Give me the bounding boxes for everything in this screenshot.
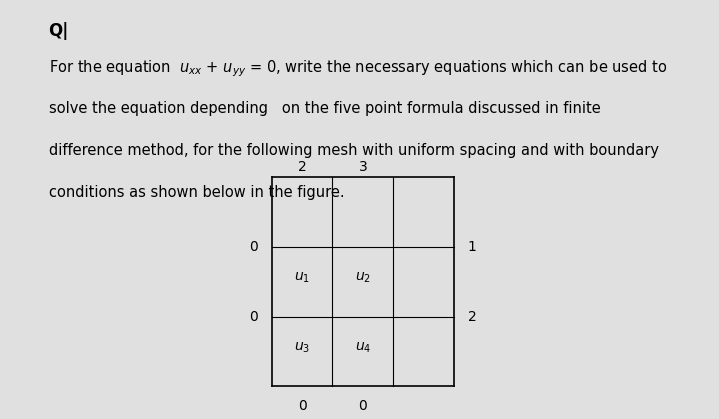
- Text: For the equation  $u_{xx}$ + $u_{yy}$ = 0, write the necessary equations which c: For the equation $u_{xx}$ + $u_{yy}$ = 0…: [49, 59, 667, 79]
- Text: 3: 3: [359, 160, 367, 174]
- Text: 0: 0: [249, 240, 258, 254]
- Text: Q|: Q|: [49, 23, 69, 41]
- Text: 0: 0: [359, 398, 367, 413]
- Text: $u_2$: $u_2$: [355, 271, 371, 285]
- Text: 1: 1: [467, 240, 477, 254]
- Text: $u_1$: $u_1$: [294, 271, 310, 285]
- Text: 2: 2: [298, 160, 306, 174]
- Text: difference method, for the following mesh with uniform spacing and with boundary: difference method, for the following mes…: [49, 143, 659, 158]
- Text: 0: 0: [249, 310, 258, 324]
- Text: $u_3$: $u_3$: [294, 340, 310, 355]
- Text: conditions as shown below in the figure.: conditions as shown below in the figure.: [49, 185, 344, 200]
- Text: $u_4$: $u_4$: [354, 340, 371, 355]
- Text: 2: 2: [467, 310, 477, 324]
- Text: solve the equation depending   on the five point formula discussed in finite: solve the equation depending on the five…: [49, 101, 600, 116]
- Text: 0: 0: [298, 398, 306, 413]
